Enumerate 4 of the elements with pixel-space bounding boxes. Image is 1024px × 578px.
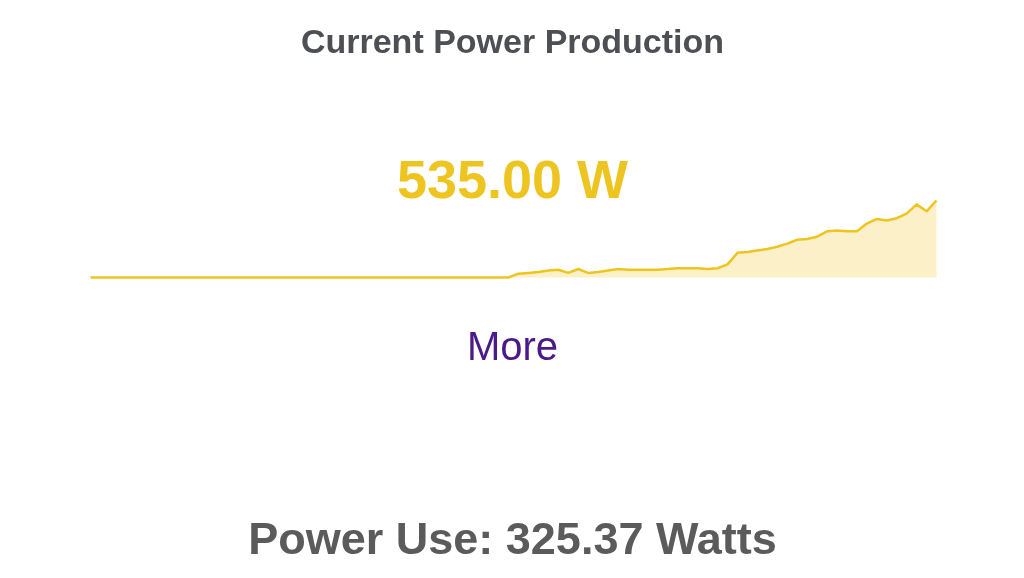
text: Power Use: 325.37 Watts [248, 513, 777, 564]
annotation: 535.00 W [396, 148, 629, 209]
chart-title: Current Power Production [300, 21, 725, 60]
text: More [466, 323, 559, 368]
